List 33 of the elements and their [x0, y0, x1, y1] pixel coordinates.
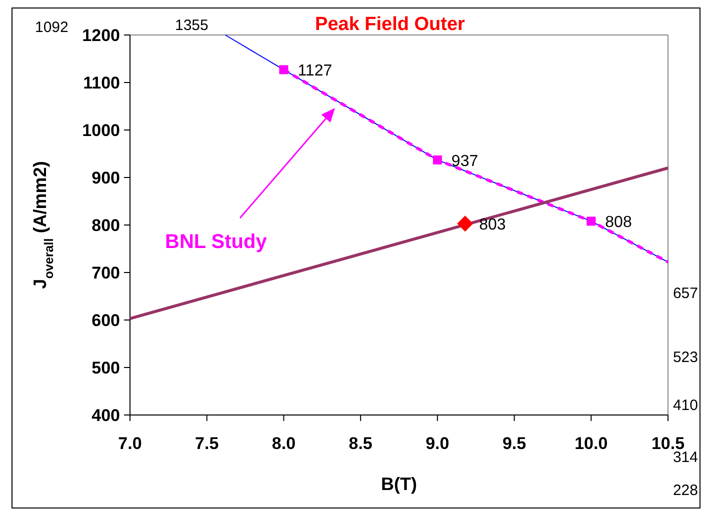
text: 657 [672, 285, 698, 302]
point [279, 65, 288, 74]
point [432, 155, 442, 164]
y-tick-label: 1000 [82, 121, 120, 140]
y-tick-label: 800 [92, 216, 120, 235]
x-tick-label: 8.5 [348, 434, 372, 453]
data-label: 808 [605, 214, 632, 232]
x-tick-label: 7.0 [118, 434, 142, 453]
text: 1092 [35, 19, 68, 36]
data-label: 937 [451, 152, 478, 170]
y-tick-label: 500 [92, 358, 120, 378]
y-tick-label: 1200 [82, 26, 120, 45]
x-tick-label: 7.5 [195, 434, 219, 453]
text: 523 [672, 349, 698, 366]
point [586, 216, 596, 226]
x-tick-label: 9.5 [502, 434, 526, 453]
x-tick-label: 8.0 [272, 434, 296, 453]
chart-title: Peak Field Outer [315, 14, 466, 35]
x-tick-label: 9.0 [426, 434, 450, 453]
y-tick-label: 900 [92, 168, 120, 188]
text: 410 [672, 397, 698, 414]
text: 1355 [175, 17, 208, 34]
y-tick-label: 700 [92, 264, 120, 282]
annotation: BNL Study [165, 231, 268, 253]
y-tick-label: 1100 [83, 74, 120, 92]
x-axis-title: B(T) [381, 474, 417, 494]
data-label: 1127 [298, 62, 332, 80]
y-tick-label: 600 [92, 311, 120, 330]
y-tick-label: 400 [92, 406, 120, 425]
x-tick-label: 10.0 [574, 434, 608, 453]
data-label: 803 [479, 216, 506, 234]
point [457, 216, 474, 232]
text: 228 [672, 482, 698, 499]
